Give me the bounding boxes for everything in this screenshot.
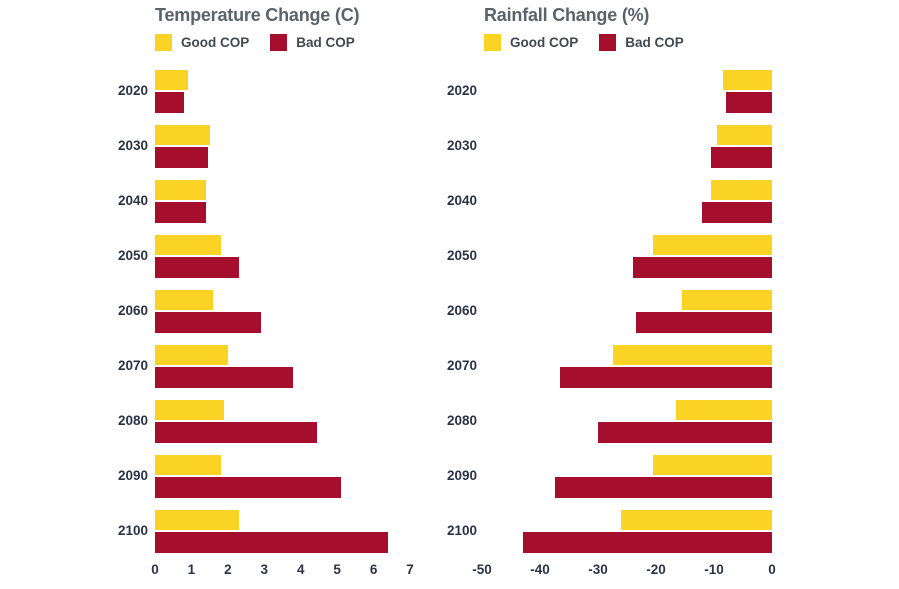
bar-good-cop xyxy=(676,399,772,420)
bar-good-cop xyxy=(155,289,214,310)
legend: Good COP Bad COP xyxy=(484,33,705,51)
y-axis-label: 2100 xyxy=(446,522,477,538)
bar-good-cop xyxy=(155,454,221,475)
y-axis-label: 2080 xyxy=(117,412,148,428)
x-axis-tick-label: -40 xyxy=(530,562,550,577)
legend-swatch-bad-cop xyxy=(599,33,617,51)
x-axis-tick-label: 1 xyxy=(187,562,196,577)
bar-good-cop xyxy=(155,234,221,255)
bar-good-cop xyxy=(716,124,772,145)
legend-swatch-good-cop xyxy=(155,33,172,51)
bar-good-cop xyxy=(155,399,225,420)
bar-good-cop xyxy=(682,289,772,310)
bar-good-cop xyxy=(155,344,228,365)
y-axis-label: 2020 xyxy=(117,82,148,98)
bar-bad-cop xyxy=(598,421,772,443)
y-axis-label: 2040 xyxy=(446,192,477,208)
bar-good-cop xyxy=(621,509,772,530)
legend-swatch-good-cop xyxy=(484,33,501,51)
y-axis-label: 2050 xyxy=(117,247,148,263)
bar-bad-cop xyxy=(155,91,185,113)
y-axis-label: 2070 xyxy=(446,357,477,373)
y-axis-label: 2020 xyxy=(446,82,477,98)
bar-bad-cop xyxy=(155,146,208,168)
bar-good-cop xyxy=(722,69,772,90)
x-axis-tick-label: 3 xyxy=(260,562,269,577)
legend: Good COP Bad COP xyxy=(155,33,376,51)
y-axis-label: 2050 xyxy=(446,247,477,263)
bar-good-cop xyxy=(155,69,188,90)
bar-bad-cop xyxy=(702,201,772,223)
x-axis-tick-label: 6 xyxy=(369,562,378,577)
bar-bad-cop xyxy=(635,311,772,333)
bar-bad-cop xyxy=(554,476,772,498)
bar-bad-cop xyxy=(725,91,772,113)
x-axis-tick-label: 7 xyxy=(406,562,414,577)
y-axis-label: 2060 xyxy=(117,302,148,318)
x-axis-tick-label: -10 xyxy=(704,562,724,577)
bar-bad-cop xyxy=(155,366,294,388)
y-axis-label: 2100 xyxy=(117,522,148,538)
x-axis-tick-label: 0 xyxy=(151,562,159,577)
bar-bad-cop xyxy=(155,256,239,278)
legend-label-bad-cop: Bad COP xyxy=(296,34,355,50)
bar-good-cop xyxy=(155,509,239,530)
y-axis-label: 2030 xyxy=(117,137,148,153)
y-axis-label: 2040 xyxy=(117,192,148,208)
bar-good-cop xyxy=(653,454,772,475)
x-axis-tick-label: -30 xyxy=(588,562,608,577)
legend-label-good-cop: Good COP xyxy=(181,34,250,50)
bar-good-cop xyxy=(711,179,772,200)
bar-bad-cop xyxy=(155,531,389,553)
x-axis-tick-label: -50 xyxy=(472,562,492,577)
bar-good-cop xyxy=(612,344,772,365)
bar-bad-cop xyxy=(711,146,772,168)
x-axis-tick-label: 5 xyxy=(333,562,341,577)
x-axis-tick-label: 2 xyxy=(224,562,232,577)
bar-good-cop xyxy=(155,179,206,200)
x-axis-tick-label: -20 xyxy=(646,562,666,577)
bar-bad-cop xyxy=(632,256,772,278)
y-axis-label: 2080 xyxy=(446,412,477,428)
y-axis-label: 2030 xyxy=(446,137,477,153)
chart-title: Rainfall Change (%) xyxy=(484,5,650,25)
legend-label-bad-cop: Bad COP xyxy=(625,34,684,50)
y-axis-label: 2060 xyxy=(446,302,477,318)
legend-label-good-cop: Good COP xyxy=(510,34,579,50)
bar-bad-cop xyxy=(560,366,772,388)
chart-title: Temperature Change (C) xyxy=(155,5,360,25)
x-axis-tick-label: 0 xyxy=(768,562,776,577)
bar-good-cop xyxy=(653,234,772,255)
x-axis-tick-label: 4 xyxy=(296,562,305,577)
bar-bad-cop xyxy=(155,311,261,333)
legend-swatch-bad-cop xyxy=(270,33,288,51)
bar-bad-cop xyxy=(522,531,772,553)
bar-good-cop xyxy=(155,124,210,145)
bar-bad-cop xyxy=(155,421,318,443)
y-axis-label: 2070 xyxy=(117,357,148,373)
y-axis-label: 2090 xyxy=(117,467,148,483)
bar-bad-cop xyxy=(155,476,341,498)
y-axis-label: 2090 xyxy=(446,467,477,483)
bar-bad-cop xyxy=(155,201,206,223)
